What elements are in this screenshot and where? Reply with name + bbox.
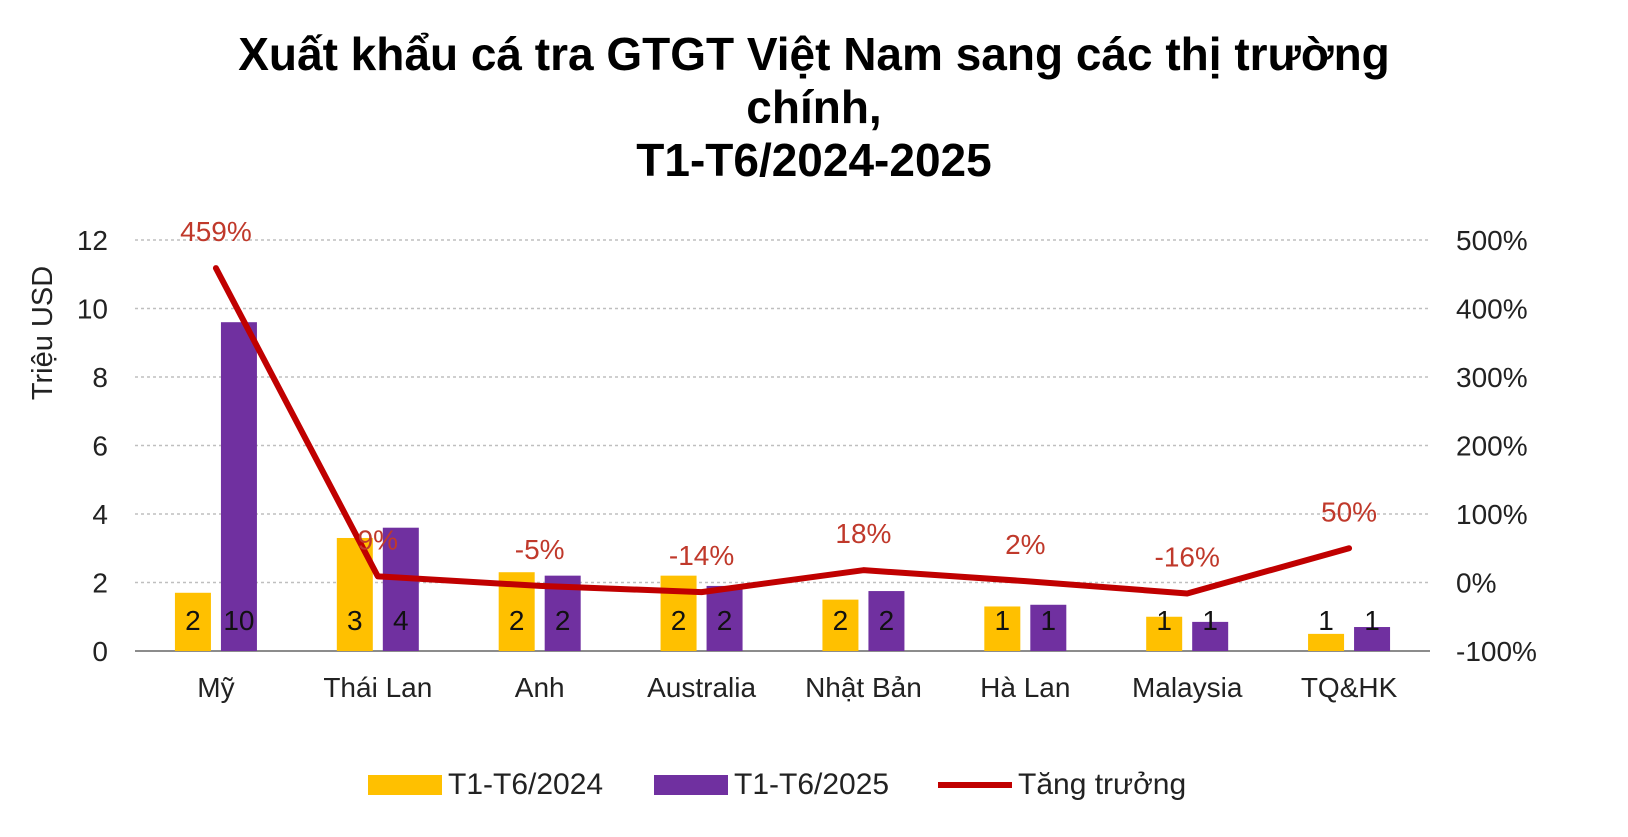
x-tick-label: Malaysia — [1132, 672, 1243, 703]
y2-tick-label: 100% — [1456, 499, 1528, 530]
y-tick-label: 4 — [92, 499, 108, 530]
y-tick-label: 2 — [92, 568, 108, 599]
growth-label: 2% — [1005, 529, 1045, 560]
bar-2024 — [984, 606, 1021, 651]
legend: T1-T6/2024 T1-T6/2025 Tăng trưởng — [0, 765, 1628, 805]
legend-item-2025: T1-T6/2025 — [654, 765, 889, 805]
legend-label-2024: T1-T6/2024 — [448, 768, 604, 801]
growth-label: -14% — [669, 540, 734, 571]
growth-label: 9% — [358, 524, 398, 555]
bar-label-2024: 1 — [995, 605, 1011, 636]
legend-swatch-2024 — [368, 775, 442, 795]
x-tick-label: Anh — [515, 672, 565, 703]
bar-label-2024: 1 — [1156, 605, 1172, 636]
x-tick-label: Thái Lan — [323, 672, 432, 703]
growth-label: 18% — [835, 518, 891, 549]
growth-label: -16% — [1155, 541, 1220, 572]
bar-label-2025: 2 — [717, 605, 733, 636]
bar-2024 — [822, 599, 859, 651]
x-tick-label: TQ&HK — [1301, 672, 1398, 703]
title-line-2: chính, — [746, 81, 882, 133]
y-axis-right: -100% 0% 100% 200% 300% 400% 500% — [1456, 225, 1537, 667]
chart-title: Xuất khẩu cá tra GTGT Việt Nam sang các … — [0, 28, 1628, 187]
bar-2025 — [1030, 604, 1067, 651]
legend-swatch-2025 — [654, 775, 728, 795]
growth-label: -5% — [515, 534, 565, 565]
legend-label-2025: T1-T6/2025 — [734, 768, 890, 801]
bar-2025 — [868, 591, 905, 651]
legend-item-2024: T1-T6/2024 — [368, 765, 603, 805]
bar-label-2024: 2 — [671, 605, 687, 636]
bar-label-2024: 2 — [185, 605, 201, 636]
bar-label-2024: 1 — [1318, 605, 1334, 636]
bar-2025 — [1192, 621, 1229, 651]
y-tick-label: 8 — [92, 362, 108, 393]
y-tick-label: 6 — [92, 431, 108, 462]
x-tick-label: Australia — [647, 672, 756, 703]
y2-tick-label: 300% — [1456, 362, 1528, 393]
x-tick-label: Hà Lan — [980, 672, 1070, 703]
bar-2024 — [1146, 616, 1183, 651]
growth-line-group: 459% 9% -5% -14% 18% 2% -16% 50% — [180, 216, 1377, 597]
bar-label-2025: 1 — [1364, 605, 1380, 636]
y-tick-label: 10 — [77, 294, 108, 325]
y2-tick-label: 400% — [1456, 294, 1528, 325]
bar-label-2024: 2 — [509, 605, 525, 636]
bar-2025 — [220, 322, 257, 651]
bar-2025 — [706, 585, 743, 651]
bar-label-2025: 2 — [555, 605, 571, 636]
bar-2024 — [174, 592, 211, 651]
bar-2024 — [1308, 633, 1345, 651]
growth-line — [212, 265, 1353, 597]
y-tick-label: 0 — [92, 636, 108, 667]
bars: 2 3 2 2 2 1 1 110 4 2 2 2 1 1 1 — [174, 322, 1391, 651]
gridlines — [135, 239, 1430, 652]
bar-label-2025: 4 — [393, 605, 409, 636]
y2-tick-label: 0% — [1456, 568, 1496, 599]
title-line-1: Xuất khẩu cá tra GTGT Việt Nam sang các … — [238, 28, 1390, 80]
y2-tick-label: 500% — [1456, 225, 1528, 256]
x-tick-label: Nhật Bản — [805, 672, 922, 703]
x-axis: Mỹ Thái Lan Anh Australia Nhật Bản Hà Lan Mala… — [197, 672, 1397, 703]
y-axis-label: Triệu USD — [27, 266, 59, 400]
y-tick-label: 12 — [77, 225, 108, 256]
legend-item-growth: Tăng trưởng — [938, 765, 1186, 805]
bar-label-2025: 2 — [879, 605, 895, 636]
bar-label-2025: 1 — [1202, 605, 1218, 636]
bar-label-2025: 1 — [1041, 605, 1057, 636]
bar-label-2025: 10 — [223, 605, 254, 636]
growth-label: 50% — [1321, 496, 1377, 527]
y2-tick-label: -100% — [1456, 636, 1537, 667]
bar-2025 — [382, 527, 419, 651]
y-axis-left: 0 2 4 6 8 10 12 — [77, 225, 108, 667]
bar-label-2024: 2 — [833, 605, 849, 636]
legend-swatch-growth — [938, 782, 1012, 788]
legend-label-growth: Tăng trưởng — [1018, 768, 1187, 801]
title-line-3: T1-T6/2024-2025 — [636, 134, 992, 186]
y2-tick-label: 200% — [1456, 431, 1528, 462]
growth-label: 459% — [180, 216, 252, 247]
bar-label-2024: 3 — [347, 605, 363, 636]
x-tick-label: Mỹ — [197, 672, 234, 703]
bar-2025 — [1354, 627, 1391, 651]
